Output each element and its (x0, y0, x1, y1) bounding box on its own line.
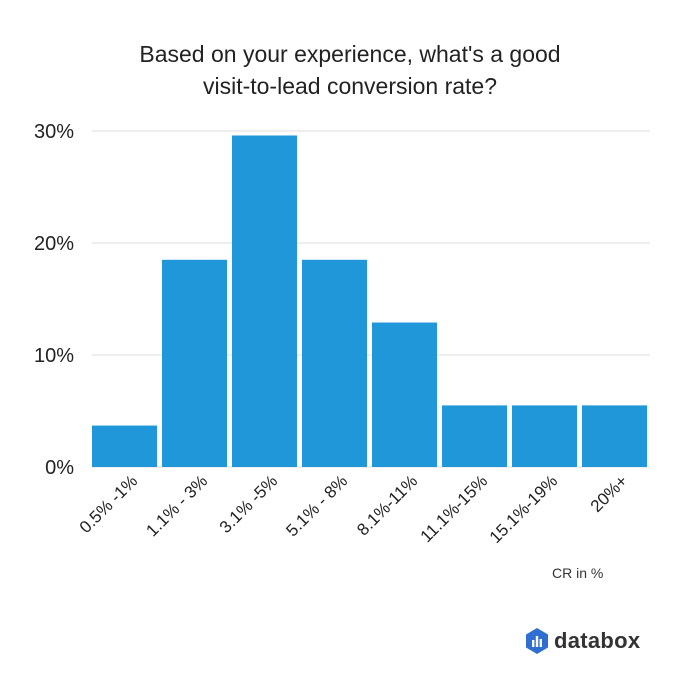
chart-title: Based on your experience, what's a good … (0, 38, 700, 102)
x-tick-label: 20%+ (587, 471, 632, 516)
bar (302, 259, 367, 467)
bar (92, 425, 157, 467)
x-axis-label: CR in % (552, 565, 604, 581)
databox-logo-text: databox (554, 628, 641, 653)
bar (442, 405, 507, 467)
x-tick-label: 11.1%-15% (417, 471, 492, 546)
y-tick-label: 20% (34, 233, 74, 255)
x-tick-label: 5.1% - 8% (282, 471, 351, 540)
databox-logo: databox (526, 628, 640, 654)
bar (372, 322, 437, 467)
bar (512, 405, 577, 467)
title-line-2: visit-to-lead conversion rate? (202, 73, 498, 99)
y-tick-label: 10% (34, 345, 74, 367)
x-tick-label: 1.1% - 3% (142, 471, 211, 540)
x-tick-label: 15.1%-19% (486, 471, 562, 547)
bar (582, 405, 647, 467)
x-tick-label: 3.1% -5% (216, 471, 282, 537)
title-line-1: Based on your experience, what's a good (139, 41, 561, 67)
y-tick-label: 30% (34, 121, 74, 143)
databox-logo-icon (526, 628, 548, 654)
x-tick-label: 8.1%-11% (353, 471, 421, 539)
bar (162, 259, 227, 467)
bar (232, 135, 297, 468)
y-tick-label: 0% (45, 457, 74, 479)
x-tick-label: 0.5% -1% (76, 471, 142, 537)
